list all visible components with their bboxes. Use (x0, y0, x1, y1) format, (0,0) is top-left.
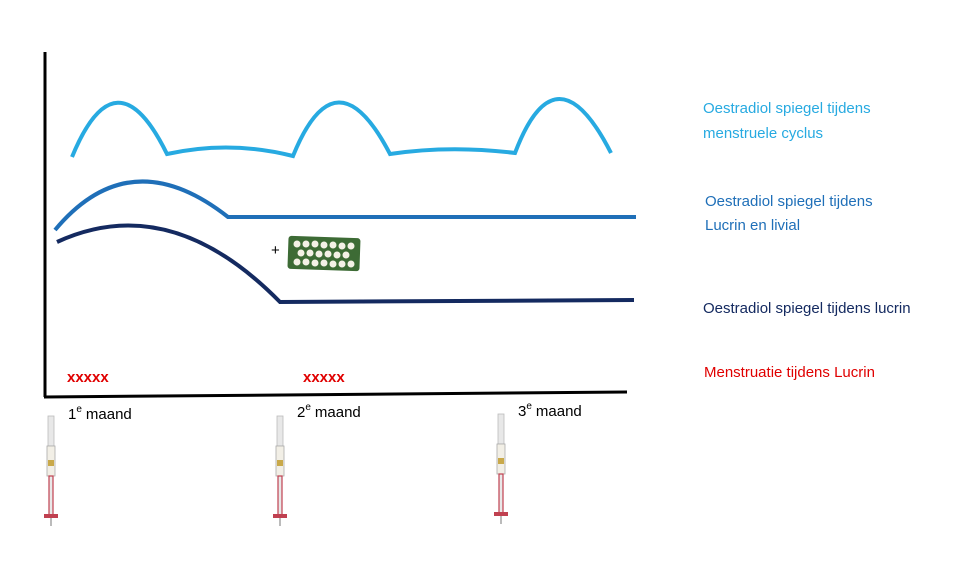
x-axis (43, 390, 628, 399)
month-word: maand (86, 406, 132, 423)
curve-cycle (70, 97, 613, 159)
plus-sign: + (271, 242, 280, 259)
legend-text: Oestradiol spiegel tijdens (705, 193, 873, 210)
legend-text: Oestradiol spiegel tijdens lucrin (703, 300, 911, 317)
month-label: 3e maand (518, 401, 582, 420)
pill-pack (287, 235, 361, 272)
curve-lucrin (56, 223, 635, 305)
legend-text: Lucrin en livial (705, 217, 800, 234)
month-suffix: e (305, 402, 311, 413)
legend-text: menstruele cyclus (703, 125, 823, 142)
syringe (43, 415, 59, 527)
month-label: 2e maand (297, 402, 361, 421)
legend-text: Menstruatie tijdens Lucrin (704, 364, 875, 381)
month-word: maand (315, 404, 361, 421)
curve-lucrin-livial (53, 179, 636, 232)
menstruation-marker: xxxxx (67, 369, 109, 386)
syringe (272, 415, 288, 527)
syringe (493, 413, 509, 525)
month-number: 3 (518, 403, 526, 420)
month-suffix: e (526, 401, 532, 412)
month-word: maand (536, 403, 582, 420)
legend-text: Oestradiol spiegel tijdens (703, 100, 871, 117)
month-suffix: e (76, 404, 82, 415)
menstruation-marker: xxxxx (303, 369, 345, 386)
month-label: 1e maand (68, 404, 132, 423)
month-number: 1 (68, 406, 76, 423)
month-number: 2 (297, 404, 305, 421)
